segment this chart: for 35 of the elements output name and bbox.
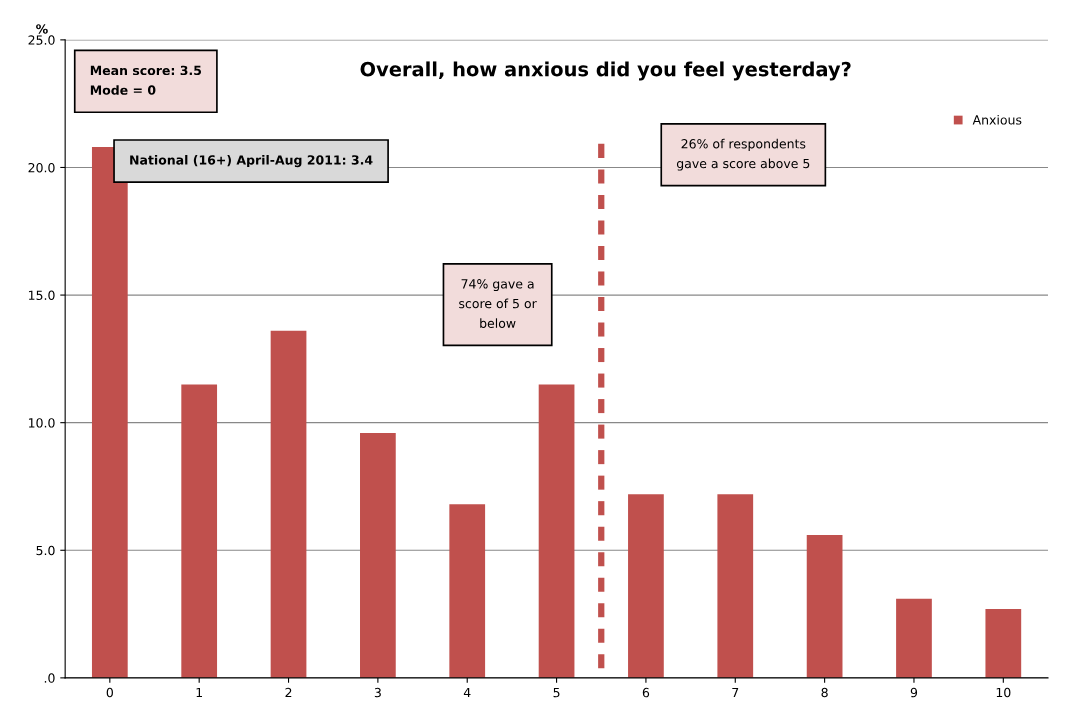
x-tick-label: 0	[106, 687, 113, 698]
bar	[806, 534, 843, 678]
bar	[538, 384, 575, 678]
x-tick-label: 8	[821, 687, 828, 698]
bar	[91, 147, 128, 678]
bar	[985, 608, 1022, 678]
annotation: 26% of respondents gave a score above 5	[676, 138, 810, 171]
text: Overall, how anxious did you feel yesterday?	[360, 61, 851, 81]
annotation: 74% gave a score of 5 or below	[459, 279, 537, 328]
x-tick-label: 1	[196, 687, 202, 698]
bar	[628, 494, 664, 678]
bar	[360, 432, 396, 678]
y-tick-label: 10.0	[28, 418, 55, 428]
bar	[181, 384, 218, 678]
y-axis-title: %	[36, 24, 48, 34]
x-tick-label: 6	[642, 687, 650, 698]
legend-label: Anxious	[972, 114, 1022, 125]
x-tick-label: 3	[374, 687, 381, 698]
y-tick-label: 25.0	[28, 35, 55, 45]
x-tick-label: 5	[553, 687, 560, 698]
y-tick-label: .0	[44, 673, 55, 683]
bar	[270, 330, 307, 678]
annotation: National (16+) April-Aug 2011: 3.4	[130, 155, 373, 168]
x-tick-label: 9	[910, 687, 918, 698]
x-tick-label: 10	[996, 687, 1011, 698]
y-tick-label: 5.0	[36, 545, 55, 556]
x-tick-label: 2	[285, 687, 292, 698]
bar	[896, 598, 932, 678]
bar	[717, 494, 754, 678]
x-tick-label: 7	[732, 687, 739, 698]
y-tick-label: 20.0	[28, 162, 55, 173]
y-tick-label: 15.0	[28, 290, 55, 300]
x-tick-label: 4	[463, 687, 471, 698]
annotation: Mean score: 3.5 Mode = 0	[90, 65, 202, 95]
bar	[449, 504, 486, 678]
